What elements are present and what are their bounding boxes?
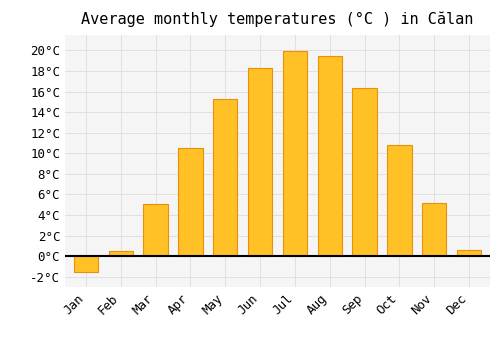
Bar <box>387 145 411 256</box>
Bar <box>74 256 98 272</box>
Bar <box>248 68 272 256</box>
Bar <box>144 204 168 256</box>
Bar <box>352 89 377 256</box>
Title: Average monthly temperatures (°C ) in Călan: Average monthly temperatures (°C ) in Că… <box>82 12 473 27</box>
Bar <box>422 203 446 256</box>
Bar <box>213 99 238 256</box>
Bar <box>457 250 481 256</box>
Bar <box>108 251 133 256</box>
Bar <box>318 56 342 256</box>
Bar <box>282 51 307 256</box>
Bar <box>178 148 203 256</box>
